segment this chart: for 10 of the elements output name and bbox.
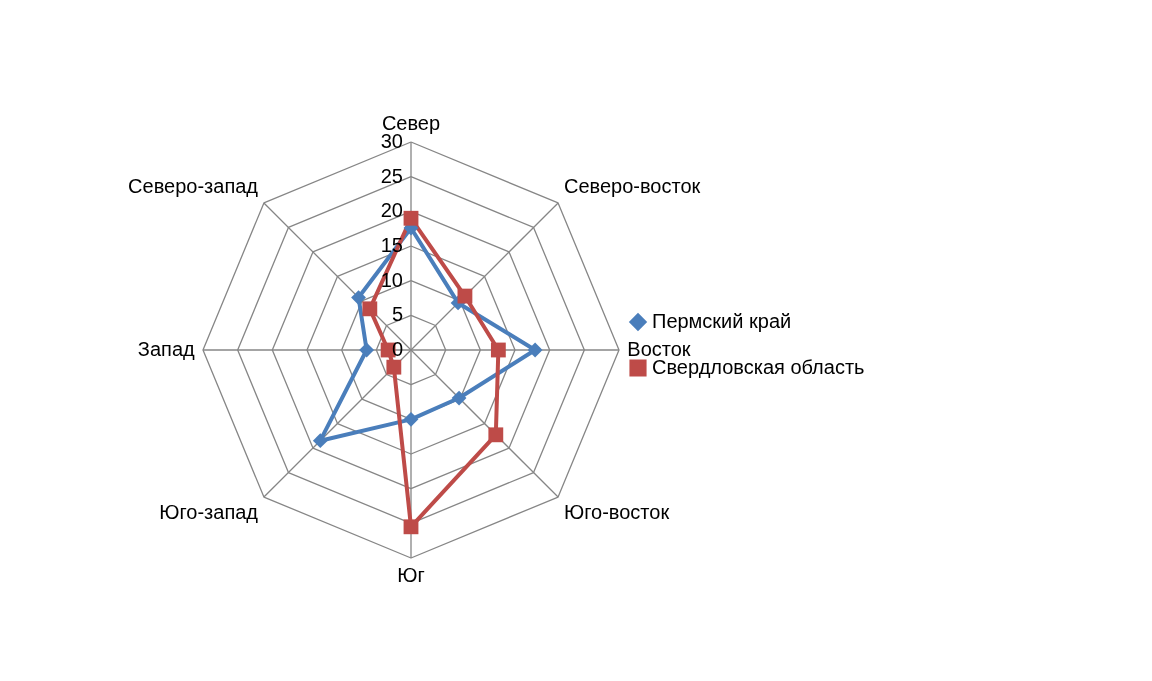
y-tick-label: 5 [391,303,403,326]
legend-label: Пермский край [652,310,792,332]
y-tick-label: 20 [380,199,403,222]
spoke-label: Юго-запад [159,500,259,523]
spoke-label: Северо-запад [128,175,259,198]
spoke-label: Юго-восток [563,500,670,523]
spoke-label: Запад [137,338,196,360]
y-tick-label: 25 [380,164,403,187]
spoke-label: Юг [397,564,425,587]
spoke-label: Северо-восток [563,175,701,198]
